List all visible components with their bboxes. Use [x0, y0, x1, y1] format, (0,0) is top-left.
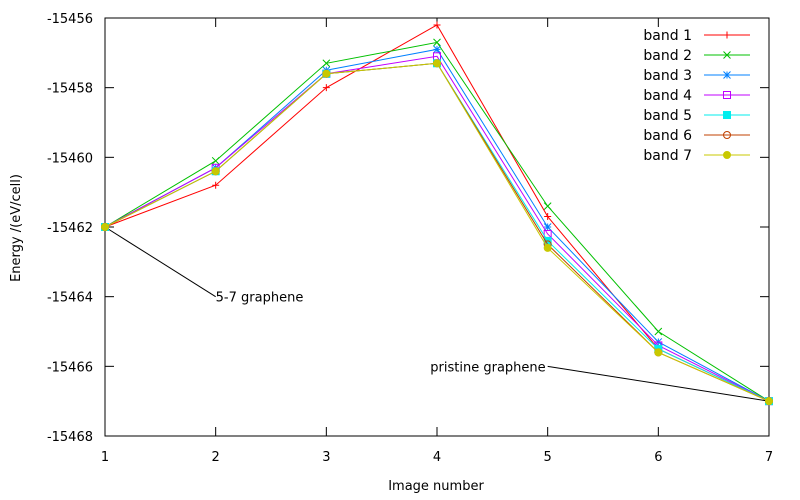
legend-label: band 3 [643, 68, 692, 84]
data-point [433, 45, 441, 54]
data-point [322, 69, 331, 78]
x-axis-label: Image number [388, 479, 484, 494]
legend-label: band 6 [643, 128, 692, 144]
data-point [723, 131, 731, 139]
y-tick-label: -15462 [47, 221, 93, 236]
data-point [723, 51, 731, 59]
x-tick-label: 3 [322, 450, 330, 465]
data-point [433, 59, 441, 68]
data-point [544, 213, 552, 221]
legend-label: band 4 [643, 88, 692, 104]
data-point [723, 31, 731, 39]
legend-label: band 5 [643, 108, 692, 124]
data-point [212, 181, 220, 189]
annotation-label: pristine graphene [430, 360, 545, 375]
x-tick-label: 6 [654, 450, 662, 465]
annotations: 5-7 graphene pristine graphene [104, 226, 770, 402]
series-7 [101, 59, 773, 406]
data-point [723, 91, 731, 99]
data-point [101, 223, 109, 231]
data-point [211, 167, 220, 176]
data-point [723, 151, 731, 159]
legend-label: band 2 [643, 48, 692, 64]
y-tick-label: -15466 [47, 360, 93, 375]
data-point [433, 21, 441, 29]
x-tick-label: 2 [212, 450, 220, 465]
data-point [211, 156, 220, 165]
legend: band 1 band 2 band 3 band 4 band 5 band … [643, 28, 750, 164]
x-tick-label: 1 [101, 450, 109, 465]
data-point [543, 223, 552, 231]
legend-label: band 7 [643, 148, 692, 164]
x-tick-label: 5 [544, 450, 552, 465]
data-point [543, 243, 552, 252]
data-point [654, 348, 663, 357]
x-tick-labels: 1 2 3 4 5 6 7 [101, 450, 773, 465]
y-tick-label: -15468 [47, 430, 93, 445]
data-point [765, 397, 773, 406]
x-tick-label: 4 [433, 450, 441, 465]
y-tick-label: -15456 [47, 12, 93, 27]
y-tick-label: -15460 [47, 151, 93, 166]
data-point [723, 71, 731, 79]
data-point [433, 38, 441, 47]
legend-label: band 1 [643, 28, 692, 44]
x-tick-label: 7 [765, 450, 773, 465]
y-tick-label: -15458 [47, 82, 93, 97]
data-point [322, 59, 331, 68]
data-point [322, 84, 330, 92]
y-tick-labels: -15456 -15458 -15460 -15462 -15464 -1546… [47, 12, 93, 445]
data-point [543, 202, 552, 210]
data-point [723, 111, 731, 119]
series-4 [101, 52, 773, 406]
y-axis-label: Energy /(eV/cell) [9, 174, 24, 282]
annotation-arrow [547, 365, 770, 402]
y-tick-label: -15464 [47, 291, 93, 306]
data-point [654, 327, 663, 336]
annotation-label: 5-7 graphene [216, 291, 304, 306]
annotation-arrow [104, 226, 216, 298]
